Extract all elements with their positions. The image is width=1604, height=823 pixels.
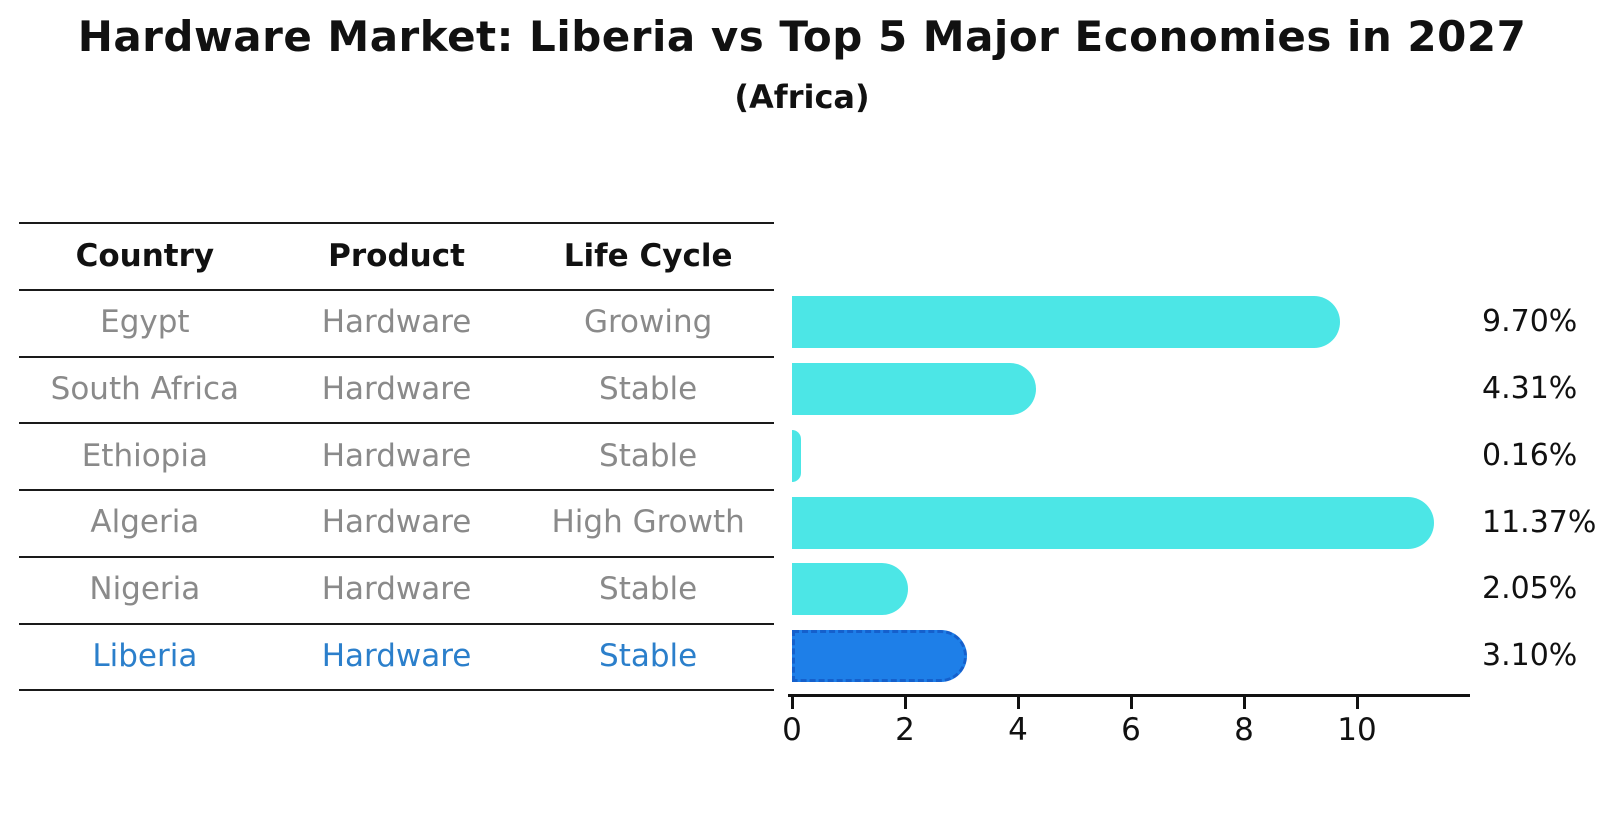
- product-cell-nigeria: Hardware: [321, 571, 472, 608]
- x-axis-tick-8: [1242, 697, 1246, 709]
- x-axis-tick-6: [1129, 697, 1133, 709]
- x-axis-tick-4: [1016, 697, 1020, 709]
- x-axis-tick-label-8: 8: [1234, 712, 1254, 748]
- x-axis-tick-label-6: 6: [1121, 712, 1141, 748]
- table-separator-line: [19, 622, 774, 625]
- value-label-liberia: 3.10%: [1482, 637, 1578, 673]
- table-separator-line: [19, 555, 774, 558]
- x-axis-tick-label-4: 4: [1008, 712, 1028, 748]
- life-cycle-cell-ethiopia: Stable: [599, 437, 698, 474]
- life-cycle-cell-egypt: Growing: [583, 304, 713, 341]
- life-cycle-cell-liberia: Stable: [599, 637, 698, 674]
- value-label-south-africa: 4.31%: [1482, 371, 1578, 407]
- country-cell-south-africa: South Africa: [50, 371, 240, 408]
- x-axis-tick-label-2: 2: [895, 712, 915, 748]
- bar-south-africa: [792, 363, 1036, 416]
- country-cell-nigeria: Nigeria: [89, 571, 201, 608]
- x-axis-tick-0: [790, 697, 794, 709]
- table-header-product: Product: [328, 237, 465, 274]
- table-separator-line: [19, 689, 774, 692]
- x-axis-tick-10: [1355, 697, 1359, 709]
- country-cell-algeria: Algeria: [90, 504, 200, 541]
- life-cycle-cell-south-africa: Stable: [599, 371, 698, 408]
- value-label-nigeria: 2.05%: [1482, 571, 1578, 607]
- bar-ethiopia: [792, 429, 801, 482]
- value-label-algeria: 11.37%: [1482, 504, 1597, 540]
- life-cycle-cell-algeria: High Growth: [551, 504, 745, 541]
- bar-egypt: [792, 296, 1340, 349]
- chart-subtitle: (Africa): [734, 78, 870, 116]
- bar-liberia: [792, 629, 968, 682]
- table-separator-line: [19, 422, 774, 425]
- x-axis-line: [788, 694, 1470, 697]
- table-header-life-cycle: Life Cycle: [563, 237, 733, 274]
- country-cell-ethiopia: Ethiopia: [81, 437, 208, 474]
- country-cell-egypt: Egypt: [100, 304, 190, 341]
- value-label-ethiopia: 0.16%: [1482, 437, 1578, 473]
- life-cycle-cell-nigeria: Stable: [599, 571, 698, 608]
- table-header-country: Country: [75, 237, 215, 274]
- product-cell-algeria: Hardware: [321, 504, 472, 541]
- bar-algeria: [792, 496, 1435, 549]
- product-cell-south-africa: Hardware: [321, 371, 472, 408]
- product-cell-liberia: Hardware: [321, 637, 472, 674]
- table-separator-line: [19, 289, 774, 291]
- chart-title: Hardware Market: Liberia vs Top 5 Major …: [77, 12, 1527, 61]
- table-separator-line: [19, 222, 774, 224]
- bar-nigeria: [792, 563, 908, 616]
- x-axis-tick-label-0: 0: [782, 712, 802, 748]
- value-label-egypt: 9.70%: [1482, 304, 1578, 340]
- product-cell-egypt: Hardware: [321, 304, 472, 341]
- x-axis-tick-label-10: 10: [1337, 712, 1377, 748]
- table-separator-line: [19, 489, 774, 492]
- table-separator-line: [19, 355, 774, 358]
- country-cell-liberia: Liberia: [92, 637, 198, 674]
- product-cell-ethiopia: Hardware: [321, 437, 472, 474]
- x-axis-tick-2: [903, 697, 907, 709]
